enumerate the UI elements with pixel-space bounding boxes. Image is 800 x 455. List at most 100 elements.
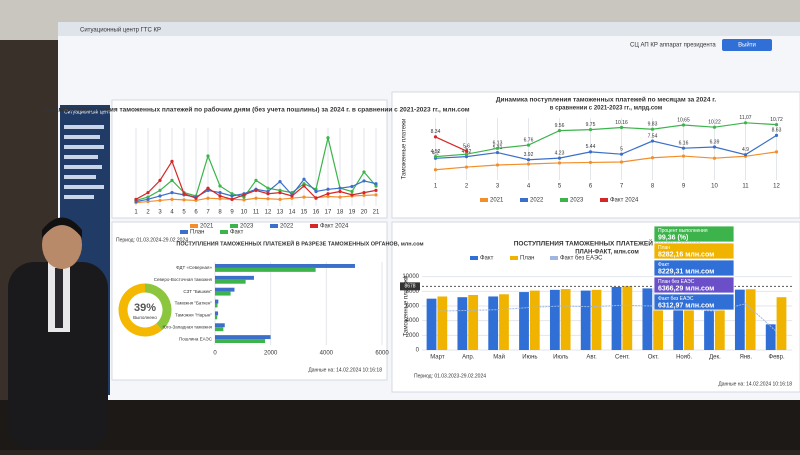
data-point	[314, 189, 318, 194]
data-point	[170, 191, 174, 195]
x-tick-label: Авг.	[586, 355, 597, 361]
legend-label: 2021	[200, 224, 214, 230]
data-point	[242, 195, 246, 199]
data-point	[158, 178, 162, 182]
legend-label: Факт	[230, 230, 244, 236]
x-tick-label: 3	[158, 210, 162, 216]
x-tick-label: 10	[241, 210, 248, 216]
legend-swatch	[470, 256, 478, 260]
data-point	[526, 143, 531, 147]
x-tick-label: Сент.	[615, 355, 630, 361]
y-tick-label: Таможня "Нарын"	[175, 313, 212, 318]
data-point	[464, 152, 469, 156]
x-tick-label: 4	[170, 210, 174, 216]
data-point	[218, 197, 222, 201]
data-point	[290, 194, 294, 198]
data-label: 9.56	[555, 123, 565, 129]
legend-swatch	[190, 224, 198, 228]
series-line	[435, 151, 777, 171]
data-label: 4.2	[432, 151, 439, 157]
bar	[215, 323, 225, 328]
bar	[642, 288, 653, 350]
floor	[0, 400, 800, 450]
data-point	[266, 197, 270, 201]
y-tick-label: 4000	[406, 318, 420, 324]
legend-swatch	[270, 224, 278, 228]
data-point	[194, 196, 198, 200]
chart-subtitle: ПЛАН-ФАКТ, млн.сом	[575, 250, 639, 256]
y-tick-label: Юго-Западная таможня	[162, 324, 212, 329]
data-point	[495, 163, 500, 167]
data-label: 5.44	[586, 144, 596, 150]
data-point	[302, 177, 306, 181]
data-label: 9.75	[586, 122, 596, 128]
data-point	[230, 192, 234, 196]
bar	[653, 287, 664, 350]
tooltip-item	[653, 242, 735, 260]
y-tick-label: ФДТ «Северная»	[176, 265, 212, 270]
x-tick-label: 1	[134, 210, 138, 216]
x-tick-label: 12	[773, 184, 780, 190]
x-tick-label: 7	[620, 184, 624, 190]
bar	[580, 290, 591, 350]
y-axis-label: Таможенные платежи	[402, 119, 408, 180]
bar	[499, 294, 509, 350]
data-label: 4.9	[742, 147, 749, 153]
data-point	[362, 191, 366, 195]
data-point	[374, 188, 378, 192]
legend-swatch	[310, 224, 318, 228]
series-line	[435, 136, 467, 152]
legend-label: 2023	[240, 224, 254, 230]
bar	[549, 289, 560, 350]
tooltip-value: 8282,16 млн.сом	[658, 251, 714, 258]
data-point	[170, 159, 174, 163]
data-point	[362, 179, 366, 183]
series-line	[435, 122, 777, 158]
x-tick-label: 7	[206, 210, 210, 216]
user-name: СЦ АП КР аппарат президента	[630, 43, 716, 49]
bar	[714, 297, 725, 350]
y-tick-label: 10000	[402, 274, 419, 280]
data-point	[266, 189, 270, 194]
data-point	[374, 193, 378, 197]
data-point	[338, 189, 342, 194]
data-point	[588, 150, 593, 154]
logout-label[interactable]: Выйти	[738, 42, 756, 49]
series-line	[435, 134, 777, 161]
x-tick-label: 4000	[320, 351, 334, 357]
data-point	[743, 121, 748, 125]
bar	[215, 287, 235, 292]
logout-button[interactable]	[722, 39, 772, 51]
y-tick-label: 2000	[406, 333, 420, 339]
x-tick-label: 11	[742, 184, 749, 190]
data-point	[278, 197, 282, 201]
x-tick-label: 12	[265, 210, 272, 216]
data-point	[350, 189, 354, 194]
x-tick-label: 3	[496, 184, 500, 190]
data-point	[433, 135, 438, 139]
data-point	[619, 125, 624, 130]
tooltip-name: Процент выполнения	[658, 228, 708, 234]
data-point	[619, 152, 624, 156]
legend-swatch	[230, 224, 238, 228]
data-point	[681, 123, 686, 127]
y-tick-label: 8000	[406, 289, 420, 295]
updated: Данные на: 14.02.2024 10:16:18	[308, 367, 382, 373]
tooltip-name: План	[658, 245, 670, 251]
tooltip-value: 6366,29 млн.сом	[658, 285, 714, 292]
data-point	[146, 195, 150, 199]
tab-title[interactable]: Ситуационный центр ГТС КР	[80, 27, 161, 34]
bar	[215, 291, 231, 296]
data-point	[338, 195, 342, 199]
x-tick-label: 21	[373, 210, 380, 216]
data-point	[254, 188, 258, 192]
bar	[529, 290, 540, 350]
x-tick-label: 6	[194, 210, 198, 216]
donut-caption: Выполнено	[133, 315, 157, 320]
legend-label: Факт 2024	[610, 198, 639, 204]
x-tick-label: 9	[230, 210, 234, 216]
tooltip-name: Факт	[658, 262, 670, 268]
data-label: 5.6	[463, 143, 470, 149]
data-point	[302, 182, 306, 186]
bar	[215, 327, 224, 332]
